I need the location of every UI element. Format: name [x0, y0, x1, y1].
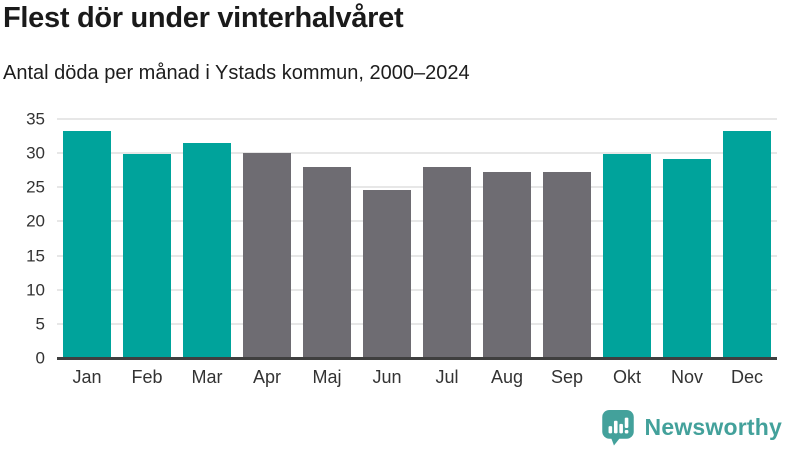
bar-jun: [363, 190, 411, 358]
bar-slot: [297, 119, 357, 358]
bar-slot: [597, 119, 657, 358]
gridline-10: [57, 288, 777, 291]
y-tick-label-20: 20: [26, 211, 45, 231]
bar-slot: [177, 119, 237, 358]
newsworthy-logo-icon: [601, 409, 634, 446]
bar-maj: [303, 167, 351, 358]
bar-series: [57, 119, 777, 358]
x-tick-label-mar: Mar: [191, 367, 223, 387]
gridline-20: [57, 220, 777, 223]
bar-sep: [543, 171, 591, 358]
y-tick-label-5: 5: [35, 314, 45, 334]
x-tick-label-jan: Jan: [72, 367, 102, 387]
bar-okt: [603, 153, 651, 358]
y-tick-label-10: 10: [26, 280, 45, 300]
y-tick-label-35: 35: [26, 109, 45, 129]
bar-slot: [537, 119, 597, 358]
bar-slot: [717, 119, 777, 358]
x-tick-label-okt: Okt: [612, 367, 641, 387]
bar-aug: [483, 172, 531, 358]
bar-jul: [423, 167, 471, 358]
x-axis-line: [57, 357, 777, 360]
x-tick-label-sep: Sep: [550, 367, 584, 387]
x-tick-label-jun: Jun: [372, 367, 402, 387]
x-tick-label-maj: Maj: [312, 367, 342, 387]
bar-slot: [237, 119, 297, 358]
bar-slot: [57, 119, 117, 358]
x-tick-label-nov: Nov: [670, 367, 703, 387]
bar-dec: [723, 130, 771, 358]
newsworthy-logo-text: Newsworthy: [644, 414, 782, 440]
gridline-30: [57, 152, 777, 155]
x-tick-label-aug: Aug: [490, 367, 524, 387]
gridline-35: [57, 118, 777, 120]
x-tick-label-dec: Dec: [730, 367, 763, 387]
y-tick-label-0: 0: [35, 348, 45, 368]
bar-slot: [417, 119, 477, 358]
y-axis: 0 5 10 15 20 25 30 35: [0, 111, 45, 367]
y-tick-label-25: 25: [26, 177, 45, 197]
bar-feb: [123, 153, 171, 358]
bar-mar: [183, 142, 231, 358]
gridline-5: [57, 322, 777, 325]
gridline-25: [57, 186, 777, 189]
newsworthy-logo: Newsworthy: [600, 409, 782, 446]
chart-subtitle: Antal döda per månad i Ystads kommun, 20…: [3, 62, 470, 84]
gridline-15: [57, 254, 777, 257]
y-tick-label-15: 15: [26, 246, 45, 266]
x-axis: Jan Feb Mar Apr Maj Jun Jul Aug Sep Okt Nov Dec: [57, 367, 777, 388]
plot-area: [57, 118, 777, 360]
bar-slot: [477, 119, 537, 358]
x-tick-label-jul: Jul: [435, 367, 459, 387]
y-tick-label-30: 30: [26, 143, 45, 163]
bar-nov: [663, 158, 711, 358]
bar-slot: [357, 119, 417, 358]
bar-apr: [243, 153, 291, 358]
chart-title: Flest dör under vinterhalvåret: [3, 2, 404, 34]
bar-jan: [63, 130, 111, 358]
bar-slot: [657, 119, 717, 358]
x-tick-label-apr: Apr: [252, 367, 281, 387]
bar-slot: [117, 119, 177, 358]
x-tick-label-feb: Feb: [131, 367, 163, 387]
